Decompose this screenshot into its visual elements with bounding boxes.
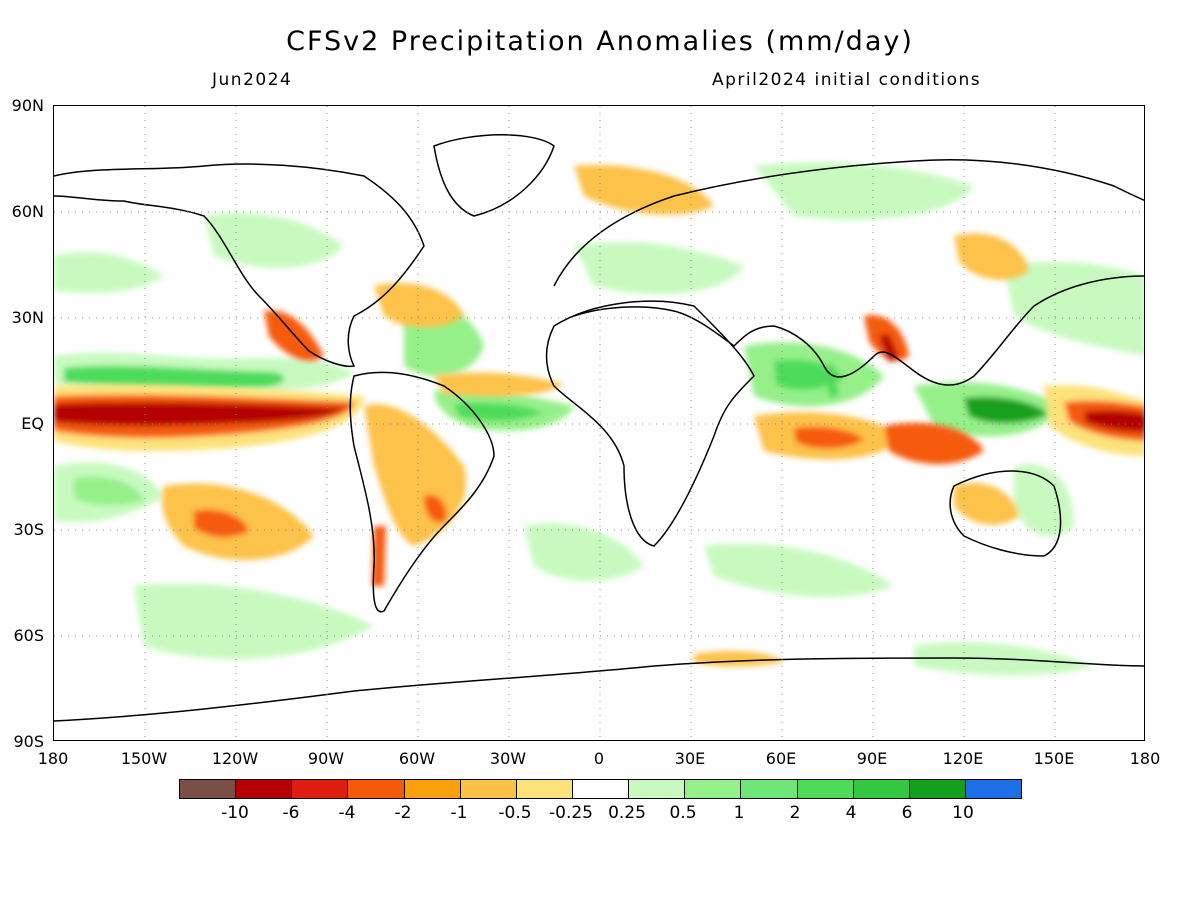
wet-region-australia bbox=[1014, 464, 1074, 537]
colorbar-swatch-15 bbox=[964, 779, 1023, 799]
lon-label-180e: 180 bbox=[1129, 749, 1161, 768]
wet-region-southern-ocean bbox=[134, 583, 374, 660]
wet-region-siberia bbox=[754, 162, 974, 220]
coastlines bbox=[54, 134, 1144, 722]
lon-label-0: 0 bbox=[593, 749, 605, 768]
wet-region-south-atlantic bbox=[524, 523, 644, 581]
initial-conditions: April2024 initial conditions bbox=[712, 70, 982, 90]
lat-label-60s: 60S bbox=[13, 626, 44, 645]
colorbar-swatch-6 bbox=[459, 779, 517, 799]
lon-label-180w: 180 bbox=[37, 749, 69, 768]
colorbar-swatch-13 bbox=[852, 779, 910, 799]
colorbar-label-6: -0.5 bbox=[498, 803, 532, 823]
lat-label-90n: 90N bbox=[11, 96, 44, 115]
colorbar-swatch-12 bbox=[796, 779, 854, 799]
anomaly-map-canvas bbox=[54, 106, 1144, 740]
coastline-africa bbox=[545, 300, 755, 547]
colorbar-label-8: 0.25 bbox=[608, 803, 646, 823]
anomaly-map bbox=[53, 105, 1145, 741]
wet-region-north-america bbox=[204, 212, 344, 268]
dry-region-atlantic bbox=[434, 372, 564, 397]
colorbar-swatch-4 bbox=[347, 779, 405, 799]
dry-region-west-pacific-core bbox=[1084, 410, 1144, 432]
wet-region-north-pacific bbox=[54, 252, 164, 293]
lon-label-30e: 30E bbox=[674, 749, 706, 768]
dry-region-north-atlantic bbox=[374, 282, 464, 328]
colorbar bbox=[179, 779, 1023, 801]
lon-label-90e: 90E bbox=[856, 749, 888, 768]
forecast-month: Jun2024 bbox=[212, 70, 293, 90]
wet-region-west-pacific bbox=[1004, 261, 1144, 356]
dry-region-south-america bbox=[364, 404, 466, 546]
lon-label-150e: 150E bbox=[1033, 749, 1075, 768]
lat-label-60n: 60N bbox=[11, 202, 44, 221]
colorbar-label-10: 1 bbox=[733, 803, 745, 823]
wet-region-europe bbox=[574, 242, 744, 295]
colorbar-swatch-9 bbox=[628, 779, 686, 799]
colorbar-swatch-2 bbox=[235, 779, 293, 799]
lon-label-120e: 120E bbox=[942, 749, 984, 768]
coastline-eurasia bbox=[553, 159, 1144, 386]
colorbar-label-1: -10 bbox=[221, 803, 249, 823]
colorbar-label-13: 6 bbox=[901, 803, 913, 823]
coastline-australia bbox=[949, 470, 1062, 557]
dry-region-australia bbox=[954, 482, 1019, 525]
colorbar-swatch-1 bbox=[179, 779, 237, 799]
colorbar-label-12: 4 bbox=[845, 803, 857, 823]
wet-region-southern-indian bbox=[704, 543, 894, 597]
colorbar-label-3: -4 bbox=[338, 803, 356, 823]
colorbar-swatch-8 bbox=[571, 779, 630, 799]
dry-region-south-pacific-core bbox=[194, 509, 249, 538]
lat-label-30s: 30S bbox=[13, 520, 44, 539]
colorbar-swatch-10 bbox=[684, 779, 742, 799]
dry-region-equatorial-pacific-core bbox=[54, 402, 344, 426]
dry-region-indian-ocean-core bbox=[794, 426, 864, 449]
colorbar-swatch-5 bbox=[403, 779, 461, 799]
dry-region-east-asia bbox=[954, 233, 1029, 280]
lon-label-120w: 120W bbox=[211, 749, 259, 768]
wet-region-south-pacific-2 bbox=[74, 476, 144, 506]
lat-label-eq: EQ bbox=[21, 414, 44, 433]
coastline-antarctica bbox=[54, 657, 1144, 722]
colorbar-swatch-7 bbox=[515, 779, 573, 799]
dry-region-andes bbox=[372, 526, 386, 586]
dry-region-bay-of-bengal-core bbox=[879, 334, 899, 362]
colorbar-label-9: 0.5 bbox=[669, 803, 697, 823]
lon-label-60e: 60E bbox=[765, 749, 797, 768]
colorbar-swatch-14 bbox=[908, 779, 966, 799]
colorbar-label-14: 10 bbox=[952, 803, 974, 823]
graticule bbox=[54, 106, 1144, 740]
map-title: CFSv2 Precipitation Anomalies (mm/day) bbox=[286, 26, 914, 57]
lon-label-30w: 30W bbox=[489, 749, 527, 768]
colorbar-label-4: -2 bbox=[394, 803, 412, 823]
coastline-greenland bbox=[433, 134, 555, 217]
lat-label-90s: 90S bbox=[13, 732, 44, 751]
dry-region-antarctic-peninsula bbox=[694, 651, 784, 667]
colorbar-label-5: -1 bbox=[450, 803, 468, 823]
wet-region-maritime-continent-core bbox=[964, 396, 1049, 424]
lon-label-90w: 90W bbox=[307, 749, 345, 768]
coastline-north-america bbox=[54, 163, 425, 368]
colorbar-swatch-11 bbox=[740, 779, 798, 799]
dry-region-scandinavia bbox=[574, 165, 714, 215]
lon-label-60w: 60W bbox=[398, 749, 436, 768]
lon-label-150w: 150W bbox=[120, 749, 168, 768]
colorbar-swatch-3 bbox=[291, 779, 349, 799]
colorbar-label-7: -0.25 bbox=[549, 803, 593, 823]
dry-region-east-indian bbox=[884, 422, 984, 465]
coastline-south-america bbox=[349, 371, 495, 613]
colorbar-label-11: 2 bbox=[789, 803, 801, 823]
lat-label-30n: 30N bbox=[11, 308, 44, 327]
dry-region-south-america-core bbox=[424, 495, 447, 523]
colorbar-label-2: -6 bbox=[282, 803, 300, 823]
wet-region-eastpacific-itcz-core bbox=[64, 365, 285, 389]
